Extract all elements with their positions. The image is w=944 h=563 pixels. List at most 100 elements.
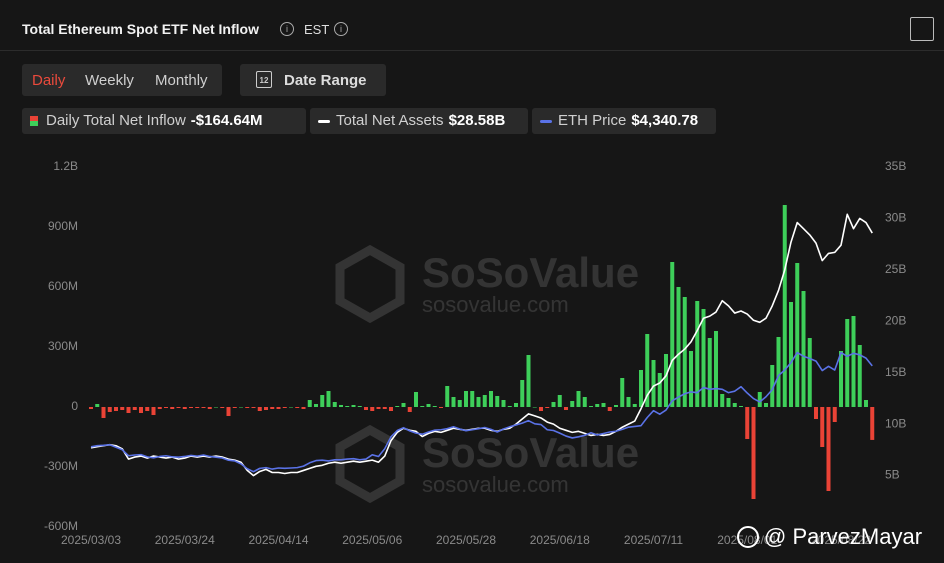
- bar: [357, 406, 362, 407]
- bar: [520, 380, 525, 407]
- bar: [726, 398, 731, 407]
- bar: [401, 403, 406, 407]
- bar: [164, 407, 168, 408]
- y2-tick-label: 25B: [885, 262, 906, 276]
- bar: [251, 407, 256, 408]
- bar: [639, 370, 643, 407]
- legend-swatch: [30, 116, 38, 127]
- bar: [507, 406, 512, 407]
- legend-name: Daily Total Net Inflow: [46, 112, 186, 129]
- legend-item[interactable]: Daily Total Net Inflow -$164.64M: [22, 108, 306, 134]
- bar: [257, 407, 262, 411]
- bar: [145, 407, 150, 411]
- bar: [89, 407, 93, 409]
- tab-group: Daily Weekly Monthly: [22, 64, 222, 96]
- bar: [195, 407, 200, 408]
- bar: [539, 407, 543, 411]
- bar: [445, 386, 450, 407]
- bar: [645, 334, 650, 407]
- bar: [476, 397, 481, 407]
- bar: [414, 392, 418, 407]
- bar: [376, 407, 381, 409]
- bar: [776, 337, 781, 407]
- bar: [295, 407, 300, 408]
- bar: [857, 345, 862, 407]
- bar: [432, 406, 437, 407]
- bar: [551, 402, 556, 407]
- bar: [701, 309, 706, 407]
- bar: [595, 404, 600, 407]
- bar: [151, 407, 156, 415]
- bar: [626, 397, 631, 407]
- bar: [832, 407, 837, 422]
- bar: [782, 205, 787, 407]
- line: [90, 351, 873, 473]
- y-tick-label: 600M: [48, 279, 78, 293]
- bar: [232, 407, 237, 408]
- legend-value: $4,340.78: [631, 112, 699, 129]
- bar: [620, 378, 625, 407]
- y-tick-label: 1.2B: [53, 159, 78, 173]
- legend-name: Total Net Assets: [336, 112, 444, 129]
- bar: [457, 400, 462, 407]
- bar: [864, 400, 868, 407]
- legend-swatch: [318, 119, 330, 123]
- bar: [176, 407, 181, 408]
- bar: [276, 407, 281, 409]
- tab[interactable]: Daily: [32, 72, 66, 89]
- bar: [557, 395, 562, 407]
- info-icon[interactable]: i: [334, 22, 348, 36]
- x-tick-label: 2025/05/28: [436, 533, 496, 547]
- bar: [757, 392, 762, 407]
- bar: [526, 355, 531, 407]
- bar: [501, 400, 506, 407]
- legend-name: ETH Price: [558, 112, 627, 129]
- bar: [589, 406, 593, 407]
- bar: [270, 407, 275, 409]
- bar: [714, 331, 718, 407]
- bar: [95, 404, 100, 407]
- bar: [545, 407, 550, 408]
- bar: [464, 391, 468, 407]
- legend-item[interactable]: Total Net Assets $28.58B: [310, 108, 528, 134]
- bar: [607, 407, 612, 411]
- bar: [420, 406, 425, 407]
- bar: [326, 391, 331, 407]
- bar: [532, 407, 537, 408]
- watermark-url: sosovalue.com: [422, 472, 569, 497]
- bar: [845, 319, 850, 407]
- bar: [582, 397, 587, 407]
- bar: [389, 407, 393, 411]
- bar: [689, 351, 693, 407]
- bar: [745, 407, 750, 439]
- fullscreen-button[interactable]: [910, 17, 934, 41]
- x-tick-label: 2025/05/06: [342, 533, 402, 547]
- bar: [801, 291, 806, 407]
- bar: [214, 407, 218, 408]
- bar: [682, 297, 687, 407]
- bar: [426, 404, 431, 407]
- bar: [576, 391, 581, 407]
- info-icon[interactable]: i: [280, 22, 294, 36]
- x-tick-label: 2025/07/11: [624, 533, 683, 547]
- x-tick-label: 2025/08/22: [811, 533, 871, 547]
- bar: [201, 407, 206, 408]
- bar: [370, 407, 375, 411]
- bar: [157, 407, 162, 409]
- bar: [795, 263, 800, 407]
- bar: [289, 407, 293, 408]
- date-range-label: Date Range: [284, 72, 367, 89]
- bar: [514, 403, 518, 407]
- legend-item[interactable]: ETH Price $4,340.78: [532, 108, 716, 134]
- tab[interactable]: Monthly: [155, 72, 208, 89]
- date-range-button[interactable]: 12 Date Range: [240, 64, 386, 96]
- bar: [807, 338, 812, 407]
- y2-tick-label: 5B: [885, 468, 900, 482]
- tab[interactable]: Weekly: [85, 72, 134, 89]
- bar: [407, 407, 412, 412]
- title: Total Ethereum Spot ETF Net Inflow: [22, 21, 259, 37]
- bar: [657, 373, 662, 407]
- bar: [382, 407, 387, 409]
- bar: [601, 403, 606, 407]
